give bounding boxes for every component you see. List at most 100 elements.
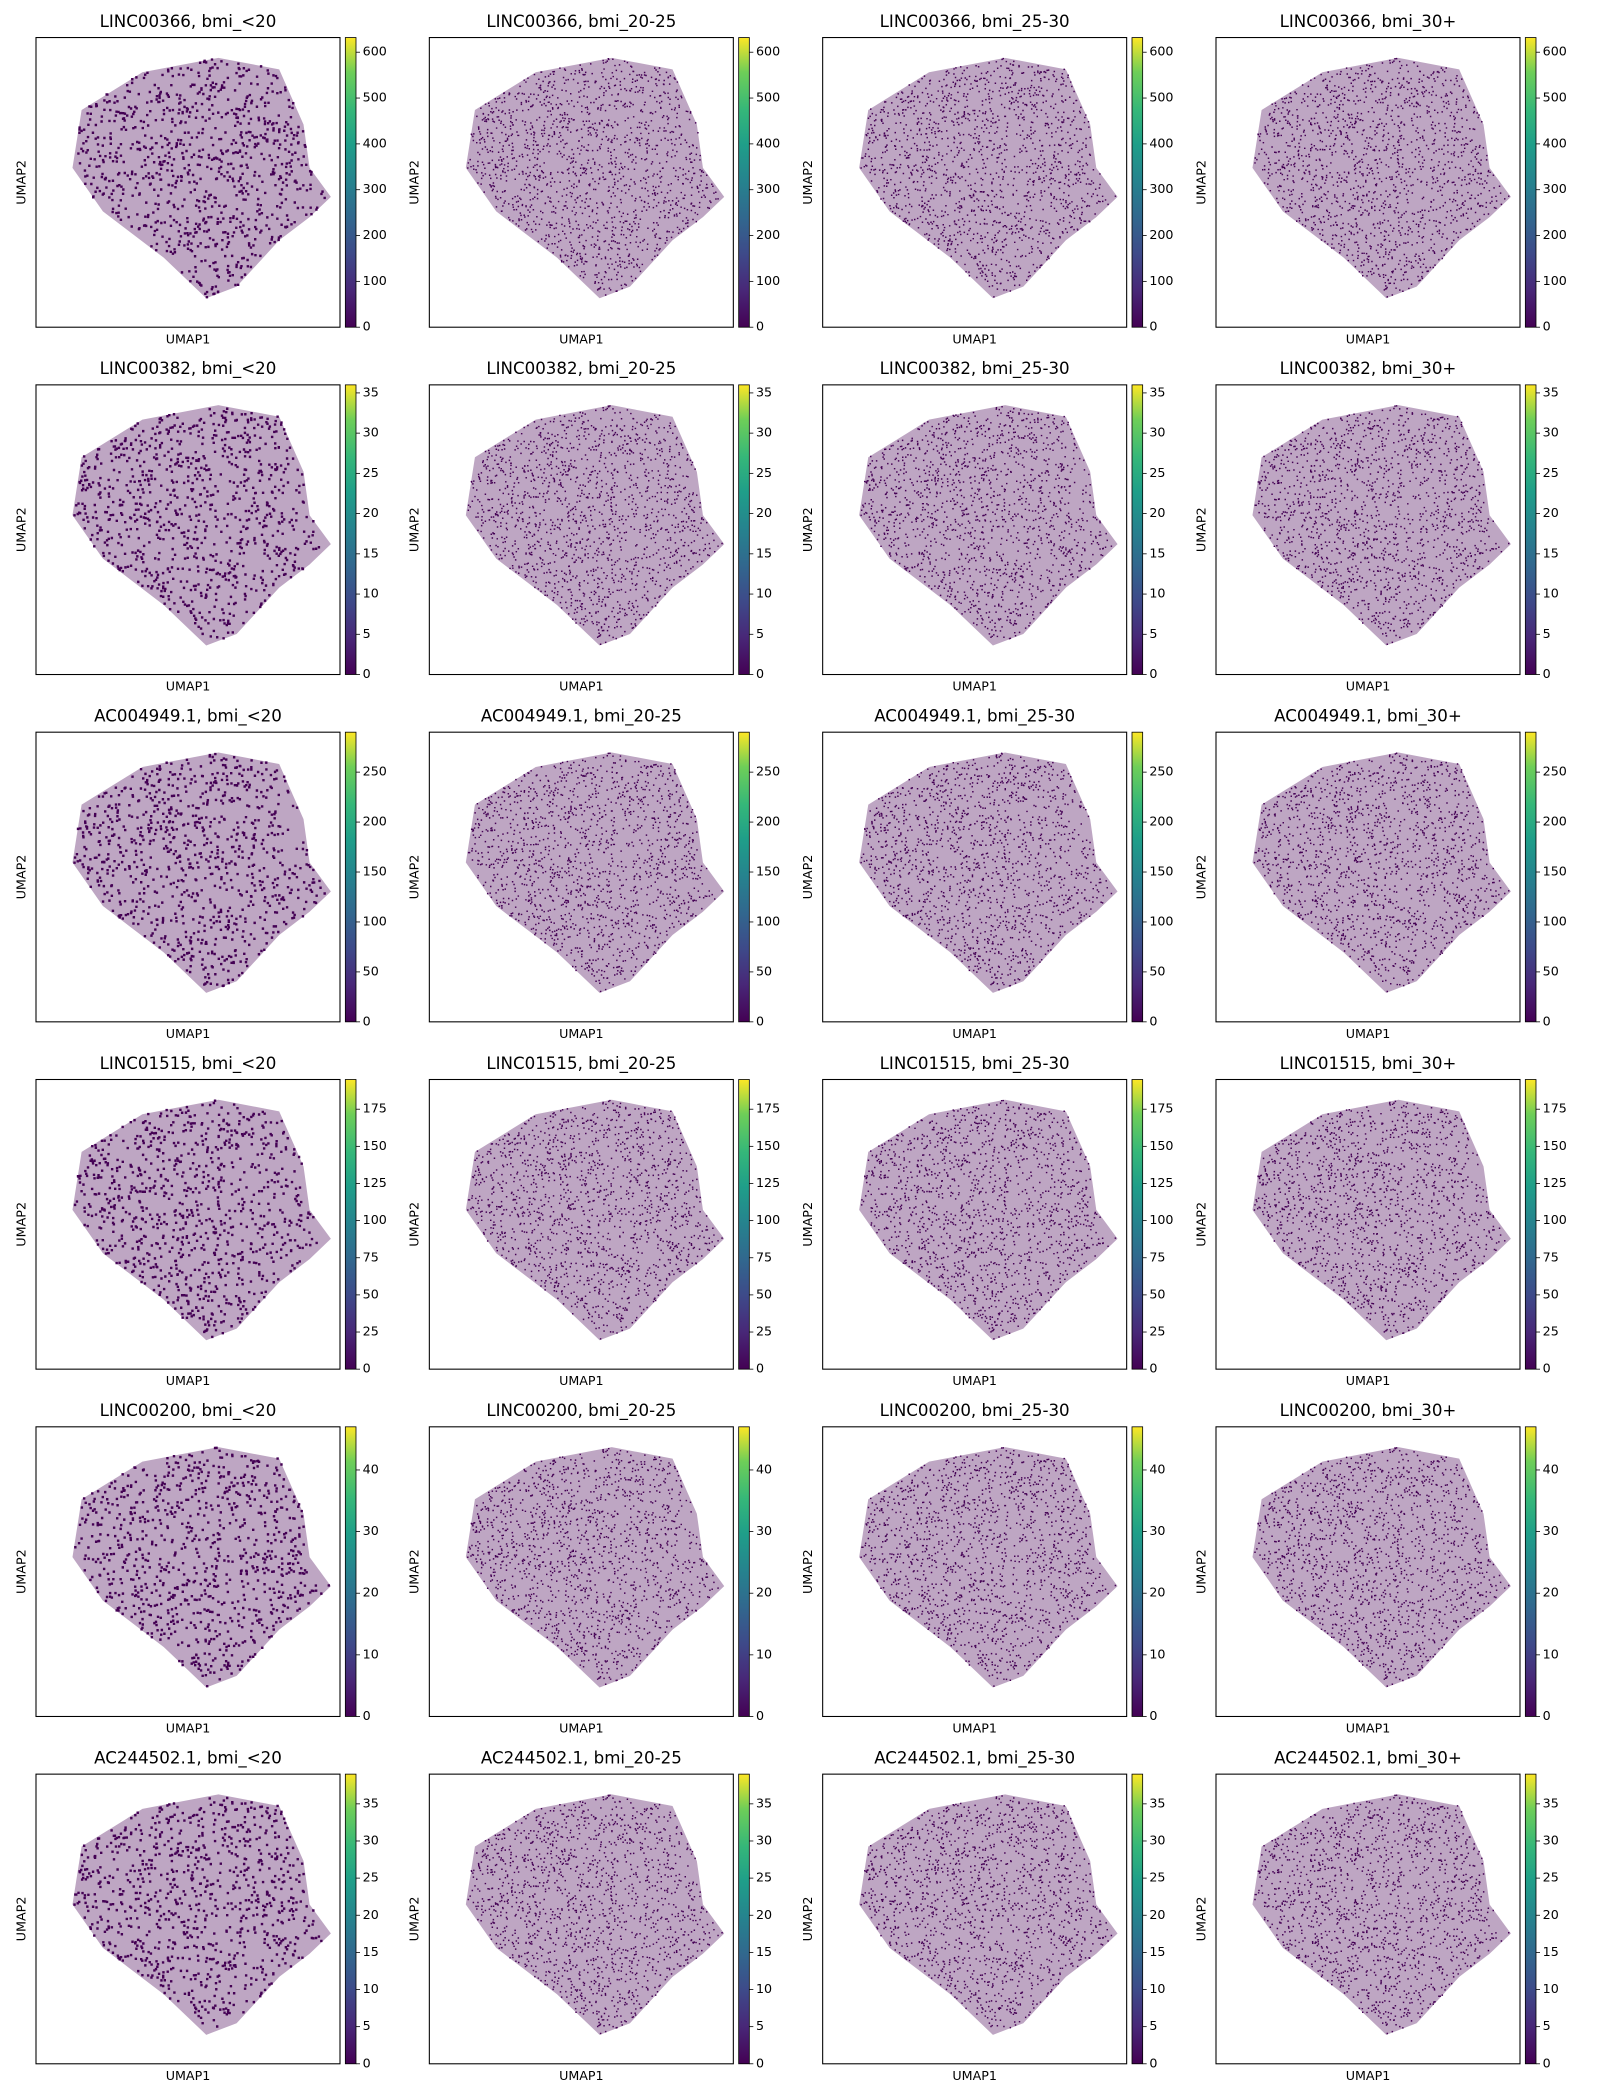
colorbar-tick-label: 0 xyxy=(363,666,371,681)
colorbar-tick-label: 15 xyxy=(1543,1944,1559,1959)
colorbar xyxy=(1524,1079,1537,1370)
colorbar-tick-label: 100 xyxy=(1149,913,1173,928)
colorbar-tick-label: 0 xyxy=(1149,319,1157,334)
colorbar-tick-label: 100 xyxy=(363,1212,387,1227)
colorbar-tick-label: 35 xyxy=(1543,1795,1559,1810)
y-axis-label: UMAP2 xyxy=(13,1549,28,1594)
point-cloud xyxy=(1252,1099,1511,1341)
colorbar-tick-label: 200 xyxy=(1149,227,1173,242)
colorbar xyxy=(344,1426,357,1717)
colorbar-tick-label: 15 xyxy=(363,1944,379,1959)
colorbar-tick-label: 150 xyxy=(756,1138,780,1153)
colorbar-tick-label: 25 xyxy=(1543,465,1559,480)
colorbar-tick-label: 150 xyxy=(756,863,780,878)
axes-frame xyxy=(1215,1773,1521,2065)
colorbar-tick-label: 20 xyxy=(756,1907,772,1922)
cloud-dots xyxy=(1254,1794,1510,2035)
colorbar xyxy=(1524,37,1537,328)
colorbar-tick-label: 100 xyxy=(1149,273,1173,288)
colorbar xyxy=(738,1773,750,2065)
cloud-dots xyxy=(73,1796,323,2028)
panel-title: LINC01515, bmi_25-30 xyxy=(880,1053,1070,1074)
axes-frame xyxy=(822,1078,1128,1370)
y-axis-label: UMAP2 xyxy=(407,855,422,900)
axes-frame xyxy=(1215,37,1521,328)
point-cloud xyxy=(859,752,1118,993)
colorbar-tick-label: 250 xyxy=(1543,764,1567,779)
colorbar xyxy=(738,384,750,675)
x-axis-label: UMAP1 xyxy=(559,1721,604,1736)
colorbar-tick-label: 500 xyxy=(363,90,387,105)
cloud-dots xyxy=(73,752,326,988)
colorbar-tick-label: 35 xyxy=(756,1795,772,1810)
colorbar-tick-label: 10 xyxy=(756,1981,772,1996)
colorbar-tick-label: 30 xyxy=(363,1523,379,1538)
cloud-dots xyxy=(1254,405,1510,645)
colorbar-tick-label: 125 xyxy=(1543,1175,1567,1190)
point-cloud xyxy=(1252,405,1511,646)
x-axis-label: UMAP1 xyxy=(952,331,997,346)
colorbar-tick-label: 175 xyxy=(363,1101,387,1116)
colorbar-tick-label: 0 xyxy=(1149,1361,1157,1376)
axes-frame xyxy=(428,1426,734,1718)
colorbar-tick-label: 10 xyxy=(1543,1646,1559,1661)
y-axis-label: UMAP2 xyxy=(800,507,815,552)
colorbar-tick-label: 200 xyxy=(756,814,780,829)
colorbar-tick-label: 150 xyxy=(363,1138,387,1153)
cloud-dots xyxy=(467,1447,719,1686)
cloud-dots xyxy=(860,1795,1113,2029)
colorbar-tick-label: 200 xyxy=(1149,814,1173,829)
point-cloud xyxy=(1252,752,1511,993)
panel-title: AC244502.1, bmi_25-30 xyxy=(874,1747,1075,1768)
panel-title: LINC00200, bmi_<20 xyxy=(100,1400,277,1421)
y-axis-label: UMAP2 xyxy=(13,1897,28,1942)
colorbar xyxy=(344,1079,357,1370)
colorbar-tick-label: 75 xyxy=(1149,1249,1165,1264)
cloud-dots xyxy=(860,1447,1117,1687)
colorbar xyxy=(1524,1426,1537,1717)
colorbar-tick-label: 300 xyxy=(756,181,780,196)
colorbar xyxy=(738,37,750,328)
colorbar-tick-label: 20 xyxy=(756,505,772,520)
colorbar-tick-label: 125 xyxy=(1149,1175,1173,1190)
colorbar-tick-label: 200 xyxy=(1543,814,1567,829)
y-axis-label: UMAP2 xyxy=(1193,507,1208,552)
colorbar-tick-label: 25 xyxy=(1543,1323,1559,1338)
colorbar-tick-label: 0 xyxy=(756,1708,764,1723)
panel-title: LINC00200, bmi_20-25 xyxy=(486,1400,676,1421)
colorbar-tick-label: 10 xyxy=(1149,1646,1165,1661)
cloud-dots xyxy=(1253,752,1510,993)
colorbar-tick-label: 30 xyxy=(1149,425,1165,440)
colorbar-tick-label: 150 xyxy=(1149,863,1173,878)
y-axis-label: UMAP2 xyxy=(407,160,422,205)
y-axis-label: UMAP2 xyxy=(13,160,28,205)
panel-title: LINC01515, bmi_<20 xyxy=(100,1053,277,1074)
y-axis-label: UMAP2 xyxy=(407,1897,422,1942)
panel: LINC01515, bmi_25-30 UMAP1 UMAP2 0 25 50 75 100… xyxy=(800,1053,1173,1389)
axes-frame xyxy=(35,37,341,328)
axes-frame xyxy=(1215,1078,1521,1370)
colorbar-tick-label: 200 xyxy=(756,227,780,242)
colorbar-tick-label: 0 xyxy=(1543,1361,1551,1376)
colorbar xyxy=(344,384,357,675)
axes-frame xyxy=(1215,731,1521,1023)
panel-title: LINC00382, bmi_20-25 xyxy=(486,358,676,379)
panel-title: LINC00382, bmi_<20 xyxy=(100,358,277,379)
colorbar-tick-label: 100 xyxy=(1543,273,1567,288)
panel: LINC00382, bmi_30+ UMAP1 UMAP2 0 5 10 15 20 25 30… xyxy=(1193,358,1558,694)
panel: AC004949.1, bmi_25-30 UMAP1 UMAP2 0 50 100 150… xyxy=(800,705,1173,1041)
colorbar-tick-label: 600 xyxy=(1543,44,1567,59)
cloud-dots xyxy=(1254,57,1510,298)
colorbar-tick-label: 50 xyxy=(756,1286,772,1301)
colorbar-tick-label: 0 xyxy=(1543,1708,1551,1723)
colorbar xyxy=(1131,731,1144,1023)
colorbar-tick-label: 50 xyxy=(1149,963,1165,978)
point-cloud xyxy=(465,1099,725,1341)
colorbar-tick-label: 100 xyxy=(1543,1212,1567,1227)
colorbar-tick-label: 35 xyxy=(756,384,772,399)
colorbar xyxy=(1524,731,1537,1023)
x-axis-label: UMAP1 xyxy=(1346,1026,1391,1041)
colorbar-tick-label: 125 xyxy=(363,1175,387,1190)
panel-title: AC244502.1, bmi_<20 xyxy=(94,1747,282,1768)
colorbar-tick-label: 25 xyxy=(363,465,379,480)
